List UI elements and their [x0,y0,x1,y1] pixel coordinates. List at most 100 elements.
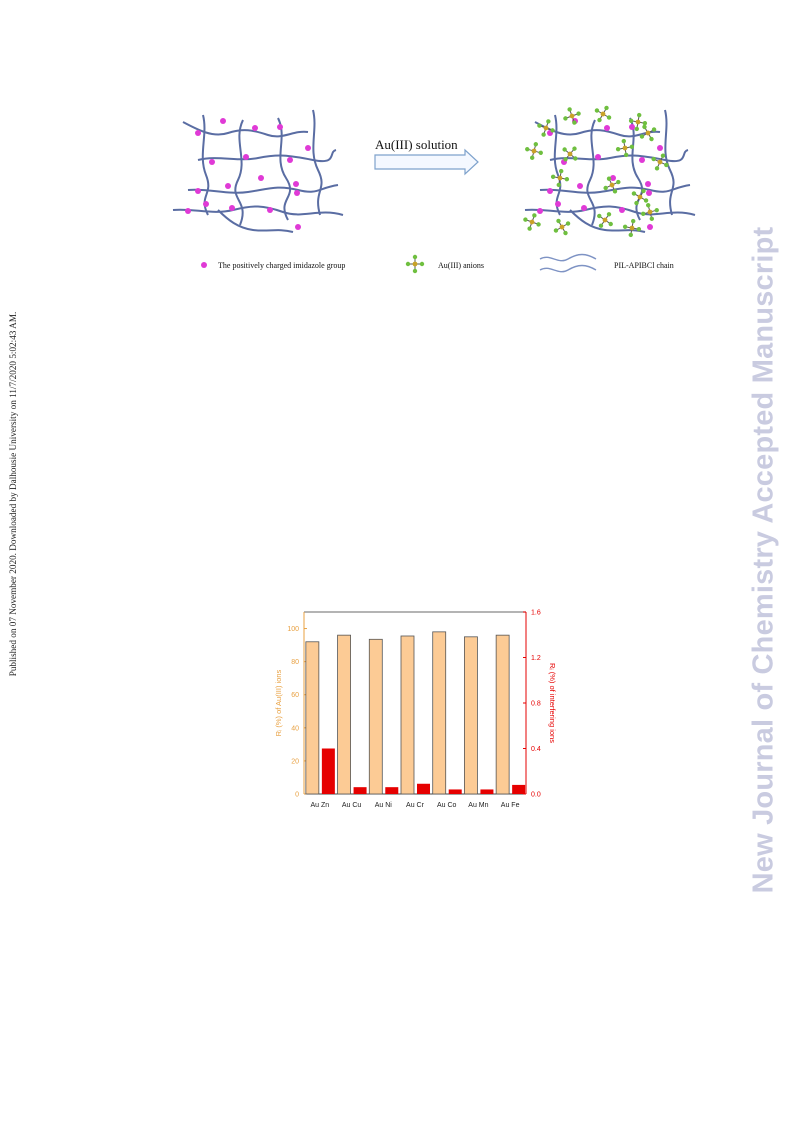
imidazole-dot [195,130,201,136]
chain-line [586,119,596,226]
y-right-tick-label: 1.2 [531,655,541,662]
x-tick-label: Au Cu [342,802,362,809]
y-left-tick-label: 0 [295,792,299,799]
imidazole-dot [294,190,300,196]
y-right-tick-label: 0.8 [531,701,541,708]
chain-line [217,209,294,233]
chain-line [201,114,210,216]
au-anion-icon [597,212,613,228]
au-anion-icon [615,138,635,158]
bar-au [495,634,510,795]
anion-legend-icon [405,254,425,274]
imidazole-dot [277,124,283,130]
au-anion-icon [405,254,425,274]
imidazole-dot [555,201,561,207]
anion-legend-label: Au(III) anions [438,261,484,270]
chain-line [197,149,337,163]
bar-interfering [321,748,335,794]
bar-interfering [480,789,494,794]
chain-line [187,184,339,194]
au-anion-icon [594,105,612,123]
imidazole-dot [220,118,226,124]
bar-au [305,641,320,795]
imidazole-dot [647,224,653,230]
arrow-label: Au(III) solution [375,137,458,152]
plot-area: 0 20 40 60 80 100 0.0 0.4 0.8 1.2 1.6 Au Zn Au Cu Au … [287,610,541,810]
bar-interfering [353,787,367,794]
imidazole-dot [610,175,616,181]
y-left-tick-label: 40 [291,725,299,732]
imidazole-dot [639,157,645,163]
imidazole-dot [287,157,293,163]
imidazole-dot [185,208,191,214]
au-anion-icon [550,168,570,188]
au-anion-icon [631,188,649,206]
y-axis-left-label: Rᵢ (%) of Au(III) ions [274,669,283,736]
y-left-tick-label: 60 [291,692,299,699]
imidazole-dot [243,154,249,160]
x-tick-label: Au Fe [501,802,520,809]
x-tick-label: Au Cr [406,802,425,809]
au-anion-icon [628,112,648,132]
imidazole-dot [547,188,553,194]
chain-line [312,109,323,216]
imidazole-dot [203,201,209,207]
chain-line [569,209,646,233]
au-anion-icon [603,176,621,194]
au-anion-icon [537,119,555,137]
chain-line [277,117,292,221]
chain-line [664,109,675,216]
chain-legend-label: PIL-APIBCl chain [614,261,674,270]
bar-au [337,634,351,795]
bar-au [464,636,478,795]
imidazole-dot [537,208,543,214]
imidazole-dot [629,124,635,130]
imidazole-dot [225,183,231,189]
chain-line [539,184,691,194]
chain-line [234,119,244,226]
y-right-tick-label: 0.4 [531,746,541,753]
y-axis-right-label: Rᵢ (%) of interfering ions [548,663,557,743]
imidazole-dot [645,181,651,187]
chain-line [182,121,309,138]
chain-line [553,114,562,216]
imidazole-dot [577,183,583,189]
x-tick-label: Au Mn [468,802,488,809]
imidazole-dot [581,205,587,211]
bar-interfering [512,784,526,794]
au-anion-icon [523,213,541,231]
bar-au [400,635,415,795]
imidazole-dot [229,205,235,211]
adsorption-scheme: Au(III) solution The positively charged … [172,105,696,274]
imidazole-dot [619,207,625,213]
imidazole-dot [252,125,258,131]
x-tick-label: Au Ni [375,802,393,809]
imidazole-legend-label: The positively charged imidazole group [218,261,345,270]
au-anion-icon [562,146,578,162]
x-tick-label: Au Zn [311,802,330,809]
chain-line [172,205,344,216]
au-anion-icon [553,218,571,236]
imidazole-dot [258,175,264,181]
au-anion-icon [525,142,543,160]
imidazole-dots-before [185,118,311,230]
au-anion-icon [651,153,669,171]
selectivity-bar-chart: 0 20 40 60 80 100 0.0 0.4 0.8 1.2 1.6 Au Zn Au Cu Au … [274,610,557,810]
bar-au [368,638,383,795]
au-anion-icon [639,124,657,142]
chain-line [524,205,696,216]
reaction-arrow [374,148,479,176]
imidazole-dot [595,154,601,160]
imidazole-dot [293,181,299,187]
au-anion-icon [622,218,642,238]
publication-note: Published on 07 November 2020. Downloade… [8,311,18,677]
bar-interfering [385,787,399,794]
imidazole-dot [604,125,610,131]
bar-interfering [448,789,462,794]
chain-line [549,149,689,163]
imidazole-dot [305,145,311,151]
y-right-tick-label: 0.0 [531,792,541,799]
imidazole-dot [195,188,201,194]
imidazole-dot [209,159,215,165]
imidazole-dot [295,224,301,230]
